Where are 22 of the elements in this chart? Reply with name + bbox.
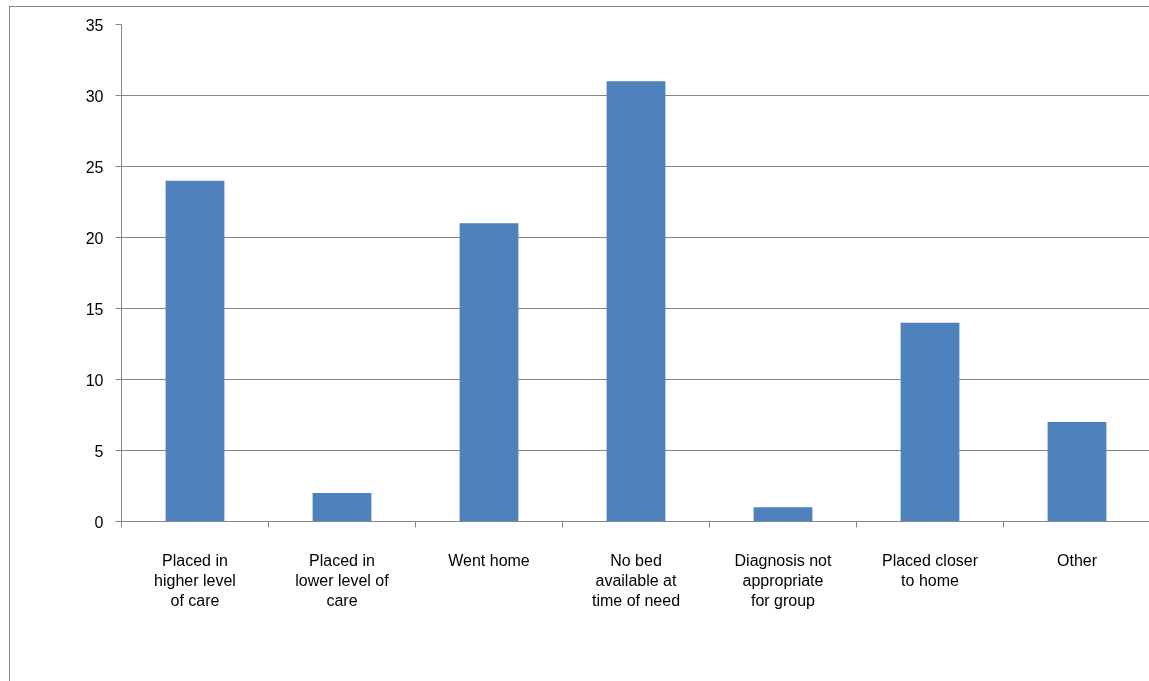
y-tick-label: 20 — [85, 229, 104, 247]
x-tick-label: Placed closer to home — [881, 551, 979, 589]
x-tick-label: Went home — [448, 551, 530, 569]
bar — [1047, 422, 1107, 522]
y-tick-label: 15 — [85, 300, 104, 318]
y-tick-label: 10 — [85, 371, 104, 389]
bar — [165, 180, 225, 522]
bar — [459, 223, 519, 522]
bar — [753, 507, 813, 522]
bar — [312, 493, 372, 522]
y-tick-label: 30 — [85, 87, 104, 105]
y-tick-label: 5 — [94, 442, 104, 460]
x-tick-label: Placed in higher level of care — [154, 551, 236, 610]
bar — [606, 81, 666, 522]
x-tick-label: No bed available at time of need — [591, 551, 681, 610]
y-tick-label: 0 — [94, 513, 104, 531]
y-tick-label: 25 — [85, 158, 104, 176]
x-tick-label: Diagnosis not appropriate for group — [734, 551, 833, 610]
y-tick-label: 35 — [85, 16, 104, 34]
x-tick-label: Placed in lower level of care — [295, 551, 390, 610]
bar — [900, 322, 960, 522]
x-tick-label: Other — [1056, 551, 1098, 569]
